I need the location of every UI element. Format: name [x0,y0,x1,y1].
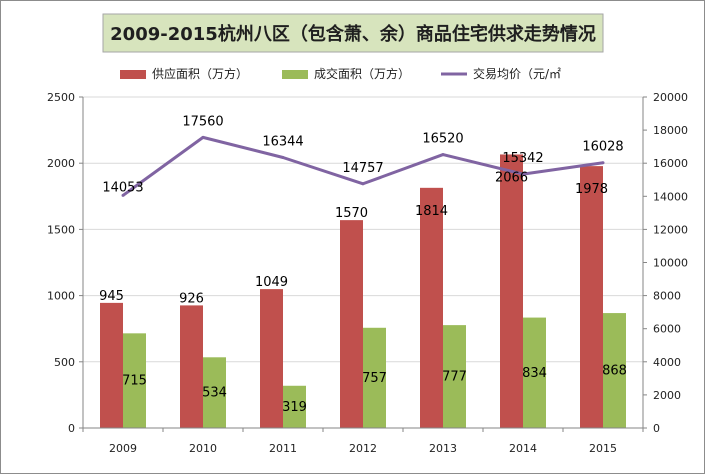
supply-value-label: 1570 [335,206,368,221]
supply-bar [340,220,363,428]
y-left-tick-label: 500 [54,356,75,369]
sales-bar [363,327,386,428]
sales-value-label: 834 [522,366,547,381]
bars [100,154,626,428]
sales-bar [523,317,546,428]
y-left-tick-label: 1500 [47,223,75,236]
x-tick-label: 2014 [509,442,537,455]
sales-bar [203,357,226,428]
price-value-label: 14757 [342,161,383,176]
price-point [361,182,365,186]
price-value-label: 15342 [502,151,543,166]
price-value-label: 16520 [422,132,463,147]
price-value-label: 14053 [102,180,143,195]
chart-title: 2009-2015杭州八区（包含萧、余）商品住宅供求走势情况 [110,23,596,45]
supply-value-label: 945 [99,289,124,304]
supply-bar [580,166,603,428]
supply-bar [260,289,283,428]
y-right-tick-label: 16000 [653,157,688,170]
axes: 0 500 1000 1500 2000 2500 0 2000 4000 6000 8000 100… [47,91,688,455]
sales-bar [283,385,306,428]
legend-label: 交易均价（元/㎡ [473,66,561,81]
y-right-tick-label: 2000 [653,389,681,402]
line-series [121,135,605,197]
sales-value-label: 777 [442,370,467,385]
y-right-tick-label: 20000 [653,91,688,104]
y-right-tick-label: 18000 [653,124,688,137]
legend: 供应面积（万方） 成交面积（万方） 交易均价（元/㎡ [120,66,561,81]
legend-swatch-supply [120,70,146,79]
y-right-tick-label: 8000 [653,290,681,303]
price-point [441,153,445,157]
y-left-tick-label: 1000 [47,290,75,303]
supply-bar [180,305,203,428]
price-value-label: 16028 [582,140,623,155]
price-value-label: 17560 [182,114,223,129]
x-tick-label: 2015 [589,442,617,455]
y-right-tick-label: 14000 [653,190,688,203]
price-point [601,161,605,165]
x-tick-label: 2013 [429,442,457,455]
supply-value-label: 1814 [415,204,448,219]
chart-title-box [102,13,604,53]
x-tick-label: 2011 [269,442,297,455]
sales-bar [443,325,466,428]
sales-value-label: 534 [202,386,227,401]
y-right-tick-label: 10000 [653,257,688,270]
supply-value-label: 2066 [495,170,528,185]
supply-value-label: 1978 [575,182,608,197]
legend-label: 成交面积（万方） [314,66,410,81]
price-value-label: 16344 [262,135,303,150]
legend-swatch-sales [282,70,308,79]
supply-bar [500,154,523,428]
price-point [281,156,285,160]
x-tick-label: 2012 [349,442,377,455]
price-point [121,193,125,197]
supply-bar [420,187,443,428]
supply-value-label: 926 [179,291,204,306]
sales-value-label: 757 [362,371,387,386]
sales-value-label: 319 [282,400,307,415]
y-right-tick-label: 6000 [653,323,681,336]
sales-value-label: 868 [602,364,627,379]
y-left-tick-label: 2500 [47,91,75,104]
sales-value-label: 715 [122,374,147,389]
price-point [201,135,205,139]
supply-bar [100,302,123,428]
y-left-tick-label: 0 [68,422,75,435]
y-left-tick-label: 2000 [47,157,75,170]
price-point [521,172,525,176]
x-tick-label: 2010 [189,442,217,455]
x-tick-label: 2009 [109,442,137,455]
legend-label: 供应面积（万方） [152,66,248,81]
y-right-tick-label: 4000 [653,356,681,369]
supply-value-label: 1049 [255,275,288,290]
sales-bar [123,333,146,428]
y-right-tick-label: 0 [653,422,660,435]
data-labels: 945 926 1049 1570 1814 2066 1978 715 534 319 757 77… [99,114,627,415]
y-right-tick-label: 12000 [653,223,688,236]
sales-bar [603,313,626,428]
